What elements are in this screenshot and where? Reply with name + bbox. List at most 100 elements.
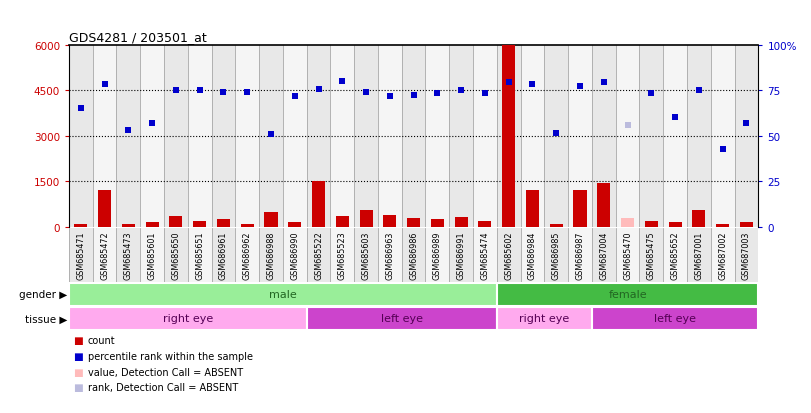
Bar: [117, 228, 140, 282]
Text: GSM685474: GSM685474: [480, 231, 489, 280]
Bar: [92, 45, 117, 227]
Bar: [621, 218, 634, 227]
Text: GSM685471: GSM685471: [76, 231, 85, 280]
Text: right eye: right eye: [519, 313, 569, 324]
Text: GSM686990: GSM686990: [290, 231, 299, 280]
Bar: [188, 45, 212, 227]
Bar: [497, 307, 592, 330]
Text: ■: ■: [73, 335, 83, 345]
Bar: [639, 45, 663, 227]
Text: GSM686991: GSM686991: [457, 231, 466, 280]
Text: right eye: right eye: [163, 313, 213, 324]
Text: GSM685473: GSM685473: [124, 231, 133, 280]
Text: value, Detection Call = ABSENT: value, Detection Call = ABSENT: [88, 367, 242, 377]
Bar: [473, 45, 497, 227]
Bar: [378, 45, 401, 227]
Bar: [188, 228, 212, 282]
Bar: [259, 228, 283, 282]
Bar: [592, 307, 758, 330]
Bar: [354, 228, 378, 282]
Bar: [502, 45, 515, 227]
Bar: [69, 307, 307, 330]
Bar: [384, 215, 397, 227]
Text: GSM685603: GSM685603: [362, 231, 371, 279]
Bar: [241, 225, 254, 227]
Bar: [569, 228, 592, 282]
Bar: [307, 45, 330, 227]
Bar: [401, 45, 426, 227]
Bar: [122, 225, 135, 227]
Text: tissue ▶: tissue ▶: [25, 313, 67, 324]
Text: GSM686988: GSM686988: [267, 231, 276, 279]
Bar: [521, 45, 544, 227]
Bar: [193, 221, 206, 227]
Bar: [497, 228, 521, 282]
Text: GSM687003: GSM687003: [742, 231, 751, 279]
Bar: [312, 182, 325, 227]
Bar: [710, 228, 735, 282]
Bar: [69, 283, 497, 306]
Text: GSM685651: GSM685651: [195, 231, 204, 280]
Bar: [330, 228, 354, 282]
Bar: [449, 228, 473, 282]
Bar: [663, 45, 687, 227]
Bar: [645, 221, 658, 227]
Text: gender ▶: gender ▶: [19, 290, 67, 300]
Bar: [212, 45, 235, 227]
Text: ■: ■: [73, 367, 83, 377]
Bar: [235, 228, 259, 282]
Text: count: count: [88, 335, 115, 345]
Text: GSM687004: GSM687004: [599, 231, 608, 279]
Bar: [431, 220, 444, 227]
Text: GSM685602: GSM685602: [504, 231, 513, 280]
Text: GSM686962: GSM686962: [242, 231, 251, 280]
Bar: [687, 228, 710, 282]
Bar: [497, 45, 521, 227]
Text: GSM685522: GSM685522: [314, 231, 323, 280]
Bar: [455, 217, 468, 227]
Bar: [259, 45, 283, 227]
Bar: [550, 225, 563, 227]
Bar: [616, 228, 639, 282]
Bar: [639, 228, 663, 282]
Text: GSM685601: GSM685601: [148, 231, 157, 279]
Bar: [354, 45, 378, 227]
Bar: [668, 223, 681, 227]
Text: GSM686961: GSM686961: [219, 231, 228, 279]
Text: left eye: left eye: [654, 313, 696, 324]
Bar: [164, 45, 188, 227]
Bar: [478, 221, 491, 227]
Bar: [710, 45, 735, 227]
Bar: [497, 283, 758, 306]
Text: GSM686985: GSM686985: [551, 231, 560, 280]
Bar: [740, 223, 753, 227]
Text: GSM685475: GSM685475: [647, 231, 656, 280]
Bar: [307, 228, 330, 282]
Text: GSM685472: GSM685472: [100, 231, 109, 280]
Bar: [69, 45, 92, 227]
Bar: [592, 228, 616, 282]
Bar: [378, 228, 401, 282]
Text: percentile rank within the sample: percentile rank within the sample: [88, 351, 252, 361]
Text: female: female: [608, 290, 647, 300]
Bar: [307, 307, 497, 330]
Bar: [336, 216, 349, 227]
Text: GSM686986: GSM686986: [409, 231, 418, 279]
Bar: [544, 45, 569, 227]
Bar: [75, 224, 88, 227]
Bar: [283, 45, 307, 227]
Bar: [735, 228, 758, 282]
Text: ■: ■: [73, 382, 83, 392]
Bar: [288, 223, 302, 227]
Bar: [140, 45, 164, 227]
Bar: [330, 45, 354, 227]
Text: GSM685652: GSM685652: [671, 231, 680, 280]
Bar: [92, 228, 117, 282]
Bar: [716, 225, 729, 227]
Bar: [569, 45, 592, 227]
Bar: [235, 45, 259, 227]
Bar: [526, 191, 539, 227]
Bar: [98, 191, 111, 227]
Bar: [140, 228, 164, 282]
Bar: [687, 45, 710, 227]
